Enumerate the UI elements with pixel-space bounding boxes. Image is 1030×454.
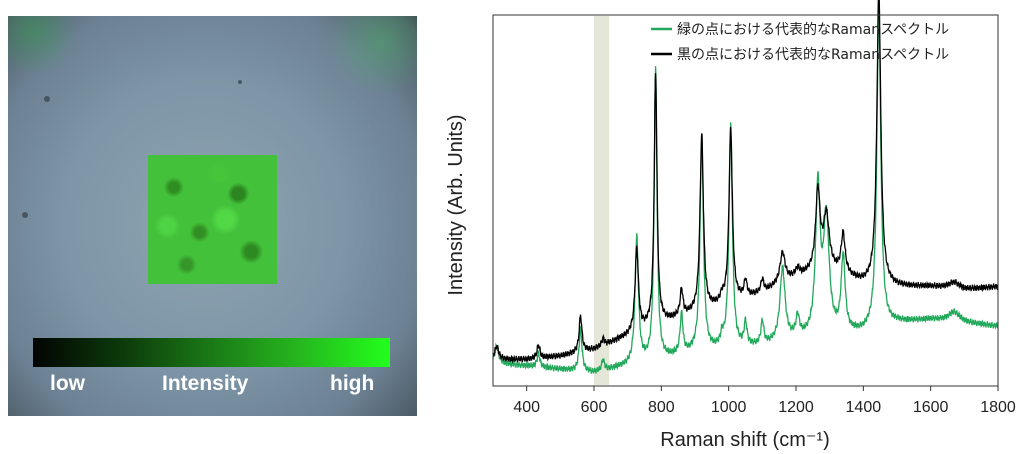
microscope-image: low Intensity high — [8, 16, 417, 416]
debris-spot — [22, 212, 28, 218]
y-axis-label: Intensity (Arb. Units) — [445, 114, 467, 295]
x-tick-label: 1200 — [778, 399, 814, 416]
legend-label: 黒の点における代表的なRamanスペクトル — [677, 47, 949, 63]
x-tick-label: 1800 — [980, 399, 1016, 416]
x-tick-label: 600 — [581, 399, 608, 416]
x-tick-label: 1000 — [711, 399, 747, 416]
x-tick-label: 1400 — [846, 399, 882, 416]
x-tick-label: 1600 — [913, 399, 949, 416]
raman-intensity-map — [148, 155, 277, 284]
colorbar-high-label: high — [330, 372, 375, 395]
intensity-colorbar — [33, 338, 390, 367]
x-tick-label: 400 — [513, 399, 540, 416]
debris-spot — [44, 96, 50, 102]
plot-frame — [492, 14, 999, 387]
x-axis-label: Raman shift (cm⁻¹) — [660, 429, 829, 451]
highlight-band — [594, 16, 610, 385]
debris-spot — [238, 80, 242, 84]
spectrum-line — [492, 0, 999, 364]
colorbar-mid-label: Intensity — [162, 372, 249, 395]
colorbar-low-label: low — [50, 372, 85, 395]
spectrum-line — [492, 9, 999, 374]
x-tick-label: 800 — [648, 399, 675, 416]
legend-label: 緑の点における代表的なRamanスペクトル — [677, 22, 949, 38]
